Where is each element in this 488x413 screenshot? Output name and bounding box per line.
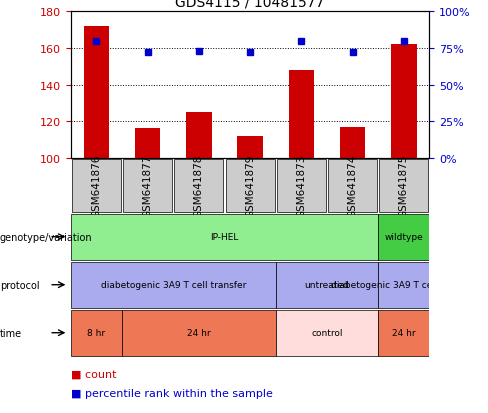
Bar	[123, 159, 172, 212]
Text: GSM641875: GSM641875	[399, 154, 409, 217]
Text: GSM641878: GSM641878	[194, 154, 204, 217]
Bar	[378, 262, 429, 308]
Text: untreated: untreated	[305, 280, 349, 290]
Text: time: time	[0, 328, 22, 338]
Bar	[288, 71, 314, 158]
Bar	[237, 136, 263, 158]
Text: genotype/variation: genotype/variation	[0, 232, 93, 242]
Bar	[174, 159, 224, 212]
Title: GDS4115 / 10481577: GDS4115 / 10481577	[176, 0, 325, 10]
Bar	[276, 310, 378, 356]
Text: GSM641876: GSM641876	[91, 154, 102, 217]
Bar	[378, 310, 429, 356]
Text: IP-HEL: IP-HEL	[210, 233, 239, 242]
Text: GSM641873: GSM641873	[296, 154, 306, 217]
Bar	[83, 27, 109, 158]
Text: ■ percentile rank within the sample: ■ percentile rank within the sample	[71, 388, 273, 398]
Text: ■ count: ■ count	[71, 369, 116, 379]
Bar	[328, 159, 377, 212]
Text: GSM641877: GSM641877	[142, 154, 153, 217]
Bar	[186, 113, 212, 158]
Text: GSM641879: GSM641879	[245, 154, 255, 217]
Text: wildtype: wildtype	[385, 233, 423, 242]
Text: GSM641874: GSM641874	[347, 154, 358, 217]
Text: diabetogenic 3A9 T cell transfer: diabetogenic 3A9 T cell transfer	[331, 280, 476, 290]
Bar	[71, 214, 378, 260]
Text: control: control	[311, 328, 343, 337]
Text: 8 hr: 8 hr	[87, 328, 105, 337]
Text: 24 hr: 24 hr	[187, 328, 211, 337]
Bar	[391, 45, 417, 158]
Bar	[379, 159, 428, 212]
Bar	[135, 129, 161, 158]
Bar	[277, 159, 326, 212]
Bar	[276, 262, 378, 308]
Bar	[378, 214, 429, 260]
Text: protocol: protocol	[0, 280, 40, 290]
Bar	[72, 159, 121, 212]
Bar	[340, 127, 366, 158]
Text: 24 hr: 24 hr	[392, 328, 416, 337]
Bar	[71, 310, 122, 356]
Bar	[225, 159, 275, 212]
Text: diabetogenic 3A9 T cell transfer: diabetogenic 3A9 T cell transfer	[101, 280, 246, 290]
Bar	[71, 262, 276, 308]
Bar	[122, 310, 276, 356]
